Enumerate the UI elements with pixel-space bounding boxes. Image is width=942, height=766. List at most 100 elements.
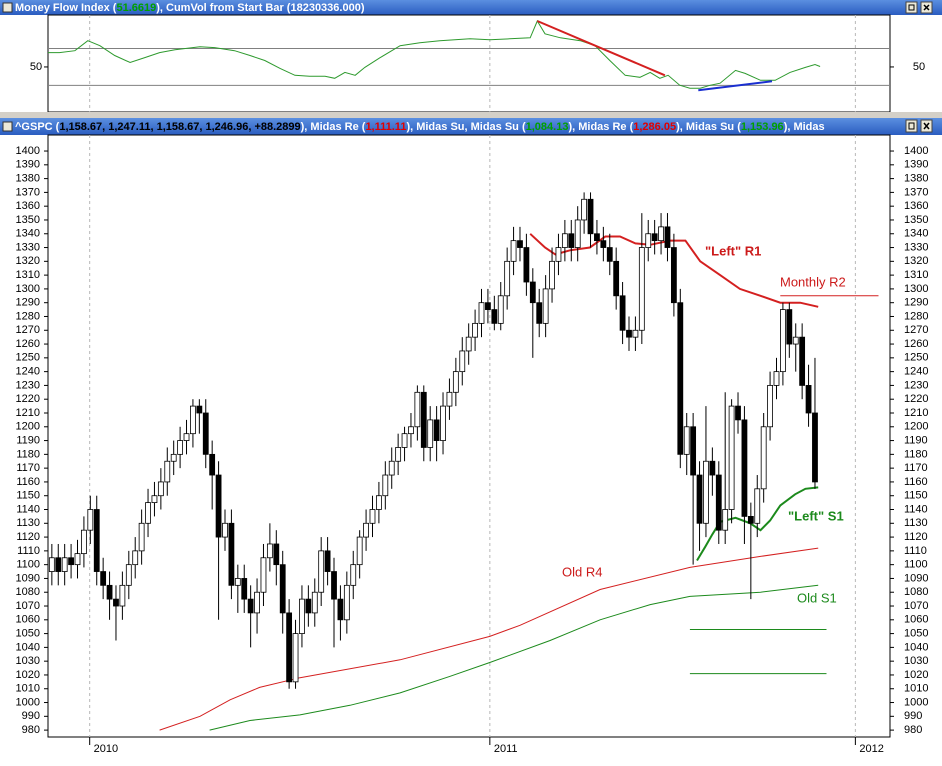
candle-body xyxy=(452,371,459,393)
title-part: 1,153.96 xyxy=(741,121,784,133)
candle-body xyxy=(465,336,472,352)
candle-body xyxy=(87,509,94,531)
candle-body xyxy=(68,557,74,566)
candle-body xyxy=(55,557,62,572)
candle-body xyxy=(234,578,241,586)
y-tick-label: 1070 xyxy=(16,600,40,612)
candle-body xyxy=(318,550,325,593)
y-tick-label: 1150 xyxy=(904,490,928,502)
y-tick-label: 1030 xyxy=(904,655,928,667)
annotation: Monthly R2 xyxy=(780,274,846,289)
candle-body xyxy=(61,557,68,572)
candle-body xyxy=(222,522,228,538)
candle-body xyxy=(574,219,581,248)
y-tick-label: 1140 xyxy=(16,503,40,515)
candle-body xyxy=(780,309,786,373)
panel-separator xyxy=(0,112,942,118)
y-tick-label: 1400 xyxy=(904,145,928,157)
title-part: ), CumVol from Start Bar (18230336.000) xyxy=(156,2,365,14)
y-tick-label: 980 xyxy=(22,724,40,736)
y-tick-label: 1160 xyxy=(904,476,928,488)
y-tick-label: 1340 xyxy=(904,228,928,240)
candle-body xyxy=(170,453,177,462)
candle-body xyxy=(81,529,87,555)
y-tick-label: 1120 xyxy=(16,531,40,543)
candle-body xyxy=(638,247,645,331)
candle-body xyxy=(164,460,171,483)
candle-body xyxy=(497,295,504,324)
candle-body xyxy=(561,233,568,248)
y-tick-label: 1230 xyxy=(16,379,40,391)
candle-body xyxy=(113,598,119,607)
candle-body xyxy=(382,474,389,497)
candle-body xyxy=(292,633,299,683)
y-tick-label: 1070 xyxy=(904,600,928,612)
candle-body xyxy=(433,419,440,441)
candle-body xyxy=(388,460,395,476)
y-tick-label: 1140 xyxy=(904,503,928,515)
y-tick-label: 1010 xyxy=(16,683,40,695)
candle-body xyxy=(677,302,684,455)
candle-body xyxy=(613,260,620,297)
y-tick-label: 1360 xyxy=(16,200,40,212)
title-part: ), Midas Re ( xyxy=(301,121,366,133)
candle-body xyxy=(645,233,652,248)
price-window-buttons xyxy=(905,119,933,133)
candle-body xyxy=(786,309,793,345)
candle-body xyxy=(485,302,491,310)
y-tick-label: 1190 xyxy=(16,434,40,446)
candle-body xyxy=(196,405,203,414)
candle-body xyxy=(529,281,536,304)
candle-body xyxy=(305,598,312,614)
candle-body xyxy=(157,481,164,497)
price-title: ^GSPC (1,158.67, 1,247.11, 1,158.67, 1,2… xyxy=(15,121,825,133)
y-tick-label: 1210 xyxy=(16,407,40,419)
y-tick-label: 1040 xyxy=(904,641,928,653)
y-tick-label: 1000 xyxy=(904,696,928,708)
candle-body xyxy=(510,240,517,262)
candle-body xyxy=(440,405,446,441)
y-tick-label: 1370 xyxy=(16,186,40,198)
candle-body xyxy=(690,426,697,476)
y-tick-label: 1180 xyxy=(904,448,928,460)
candle-body xyxy=(670,247,677,304)
y-tick-label: 980 xyxy=(904,724,922,736)
y-tick-label: 1350 xyxy=(16,214,40,226)
candle-body xyxy=(363,522,369,538)
candle-body xyxy=(478,302,485,324)
candle-body xyxy=(145,502,151,524)
y-tick-label: 1370 xyxy=(904,186,928,198)
y-tick-label: 1050 xyxy=(904,627,928,639)
chart-icon xyxy=(2,2,13,13)
y-tick-label: 1240 xyxy=(904,366,928,378)
candle-body xyxy=(202,412,209,455)
annotation: "Left" S1 xyxy=(788,508,844,523)
candle-body xyxy=(286,612,293,683)
candle-body xyxy=(183,433,190,441)
y-tick-label: 1050 xyxy=(16,627,40,639)
mfi-line xyxy=(48,19,821,89)
candle-body xyxy=(106,584,113,600)
maximize-button[interactable] xyxy=(905,119,918,133)
candle-body xyxy=(683,426,690,455)
candle-body xyxy=(728,405,735,510)
y-tick-label: 1110 xyxy=(904,545,927,557)
candle-body xyxy=(132,550,139,566)
x-tick-label: 2011 xyxy=(494,743,518,755)
y-tick-label: 1100 xyxy=(904,559,928,571)
maximize-icon xyxy=(908,4,915,11)
candle-body xyxy=(376,495,382,510)
candle-body xyxy=(792,336,799,345)
y-tick-label: 1280 xyxy=(904,310,928,322)
maximize-button[interactable] xyxy=(905,1,918,14)
y-tick-label: 1260 xyxy=(904,338,928,350)
candle-body xyxy=(356,536,363,566)
midas-line xyxy=(696,486,819,562)
candle-body xyxy=(331,571,337,600)
y-tick-label: 1080 xyxy=(16,586,40,598)
y-tick-label: 1200 xyxy=(904,421,928,433)
y-tick-label: 1250 xyxy=(904,352,928,364)
candle-body xyxy=(703,460,709,524)
candle-body xyxy=(414,391,421,428)
y-tick-label: 1060 xyxy=(904,614,928,626)
